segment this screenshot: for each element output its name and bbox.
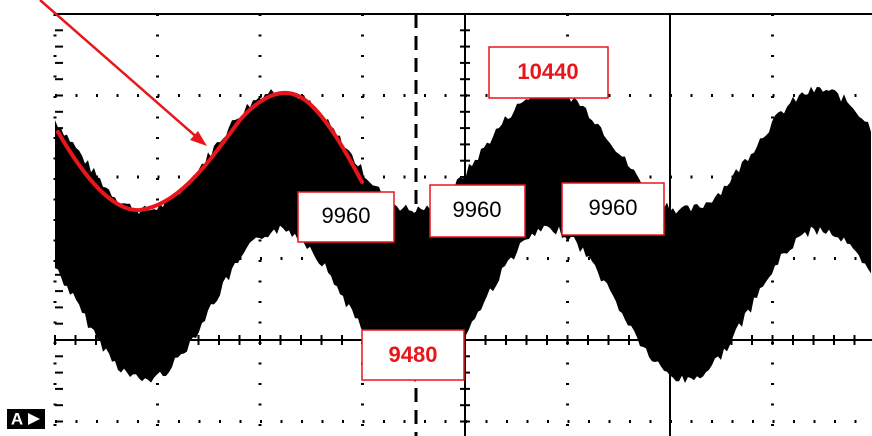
- crossing-label: 9960: [589, 195, 638, 220]
- trough-label: 9480: [389, 342, 438, 367]
- page: 10440 9960 9960 9960 9480 A (() => { con…: [0, 0, 872, 436]
- channel-marker: A: [11, 409, 23, 428]
- arrow-line: [40, 0, 200, 140]
- scope-screen: 10440 9960 9960 9960 9480 A: [0, 0, 872, 436]
- crossing-label: 9960: [322, 203, 371, 228]
- crossing-label: 9960: [453, 197, 502, 222]
- peak-label: 10440: [517, 59, 578, 84]
